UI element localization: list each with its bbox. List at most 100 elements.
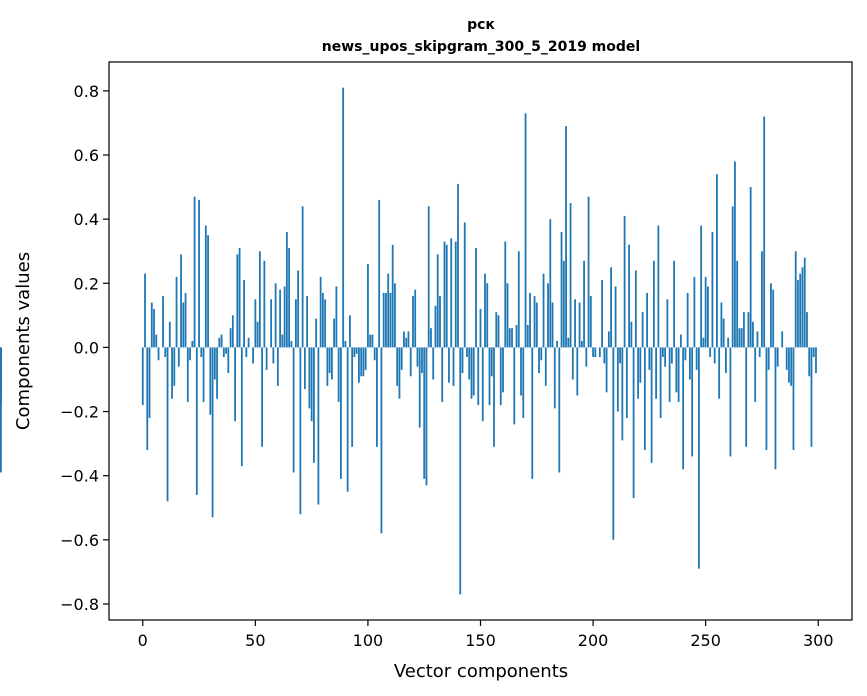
bar — [722, 318, 725, 348]
bar — [335, 286, 338, 348]
bar — [144, 273, 146, 348]
bar — [747, 312, 750, 348]
y-tick-label: −0.2 — [60, 403, 99, 422]
bar — [229, 328, 232, 348]
bar — [749, 187, 752, 348]
bar — [490, 347, 493, 377]
bar — [220, 334, 223, 348]
bar — [720, 302, 723, 348]
x-tick-label: 300 — [803, 631, 834, 650]
bar — [486, 283, 489, 348]
bar — [452, 347, 455, 386]
bar — [204, 225, 207, 348]
bar — [679, 334, 682, 348]
bar — [416, 347, 419, 367]
bar — [752, 321, 754, 348]
bar — [765, 347, 768, 451]
bar — [193, 196, 196, 348]
bar — [547, 283, 549, 348]
bar — [389, 292, 392, 348]
bar — [236, 254, 239, 348]
y-tick-label: −0.8 — [60, 595, 99, 614]
y-tick-label: 0.0 — [74, 338, 99, 357]
bar-series — [0, 87, 817, 595]
bar — [761, 251, 763, 348]
bar — [497, 315, 500, 348]
bar — [380, 347, 383, 534]
bar — [520, 347, 522, 396]
bar — [407, 331, 410, 348]
bar — [396, 347, 399, 386]
bar — [247, 337, 250, 348]
bar — [499, 347, 502, 406]
bar — [727, 337, 730, 348]
bar — [441, 347, 444, 402]
bar — [594, 347, 597, 358]
bar — [400, 347, 403, 370]
y-tick-label: 0.8 — [74, 82, 99, 101]
bar — [222, 347, 225, 358]
bar — [317, 347, 320, 505]
bar — [195, 347, 198, 495]
bar — [693, 276, 696, 348]
bar — [538, 347, 540, 374]
bar — [592, 347, 594, 358]
bar — [153, 308, 155, 348]
bar — [227, 347, 230, 374]
bar — [150, 302, 153, 348]
bar — [299, 347, 302, 515]
bar — [659, 347, 662, 418]
bar — [621, 347, 624, 441]
bar — [565, 126, 567, 348]
bar — [698, 347, 700, 569]
bar — [556, 341, 558, 348]
bar — [508, 328, 511, 348]
bar — [445, 244, 448, 348]
bar — [189, 347, 191, 361]
bar — [526, 324, 529, 348]
bar — [736, 260, 739, 348]
bar — [175, 276, 178, 348]
y-tick-label: 0.6 — [74, 146, 99, 165]
bar — [202, 347, 205, 402]
bar — [650, 347, 653, 463]
bar — [301, 206, 304, 348]
bar — [655, 347, 658, 399]
bar — [477, 347, 480, 406]
bar — [306, 296, 309, 348]
bar — [155, 334, 158, 348]
bar — [432, 347, 435, 380]
bar — [288, 248, 291, 348]
bar — [808, 347, 811, 377]
bar — [695, 347, 698, 370]
bar — [702, 337, 705, 348]
bar — [601, 280, 603, 348]
bar — [272, 347, 275, 364]
bar — [367, 264, 369, 348]
bar — [398, 347, 401, 399]
bar — [781, 331, 784, 348]
bar — [261, 347, 263, 447]
bar — [177, 347, 180, 367]
bar — [274, 283, 277, 348]
bar — [315, 318, 318, 348]
bar — [790, 347, 793, 386]
bar — [648, 347, 651, 370]
bar — [664, 347, 667, 367]
bar — [551, 302, 554, 348]
bar — [574, 299, 576, 348]
bar — [234, 347, 236, 422]
bar — [803, 257, 806, 348]
bar — [515, 324, 518, 348]
bar — [312, 347, 315, 463]
bar — [418, 347, 421, 428]
bar — [303, 347, 306, 390]
bar — [328, 347, 331, 374]
bar — [376, 347, 378, 447]
bar — [0, 347, 2, 473]
bar — [666, 299, 669, 348]
bar — [448, 347, 450, 383]
bar — [466, 347, 468, 358]
bar — [513, 347, 516, 425]
